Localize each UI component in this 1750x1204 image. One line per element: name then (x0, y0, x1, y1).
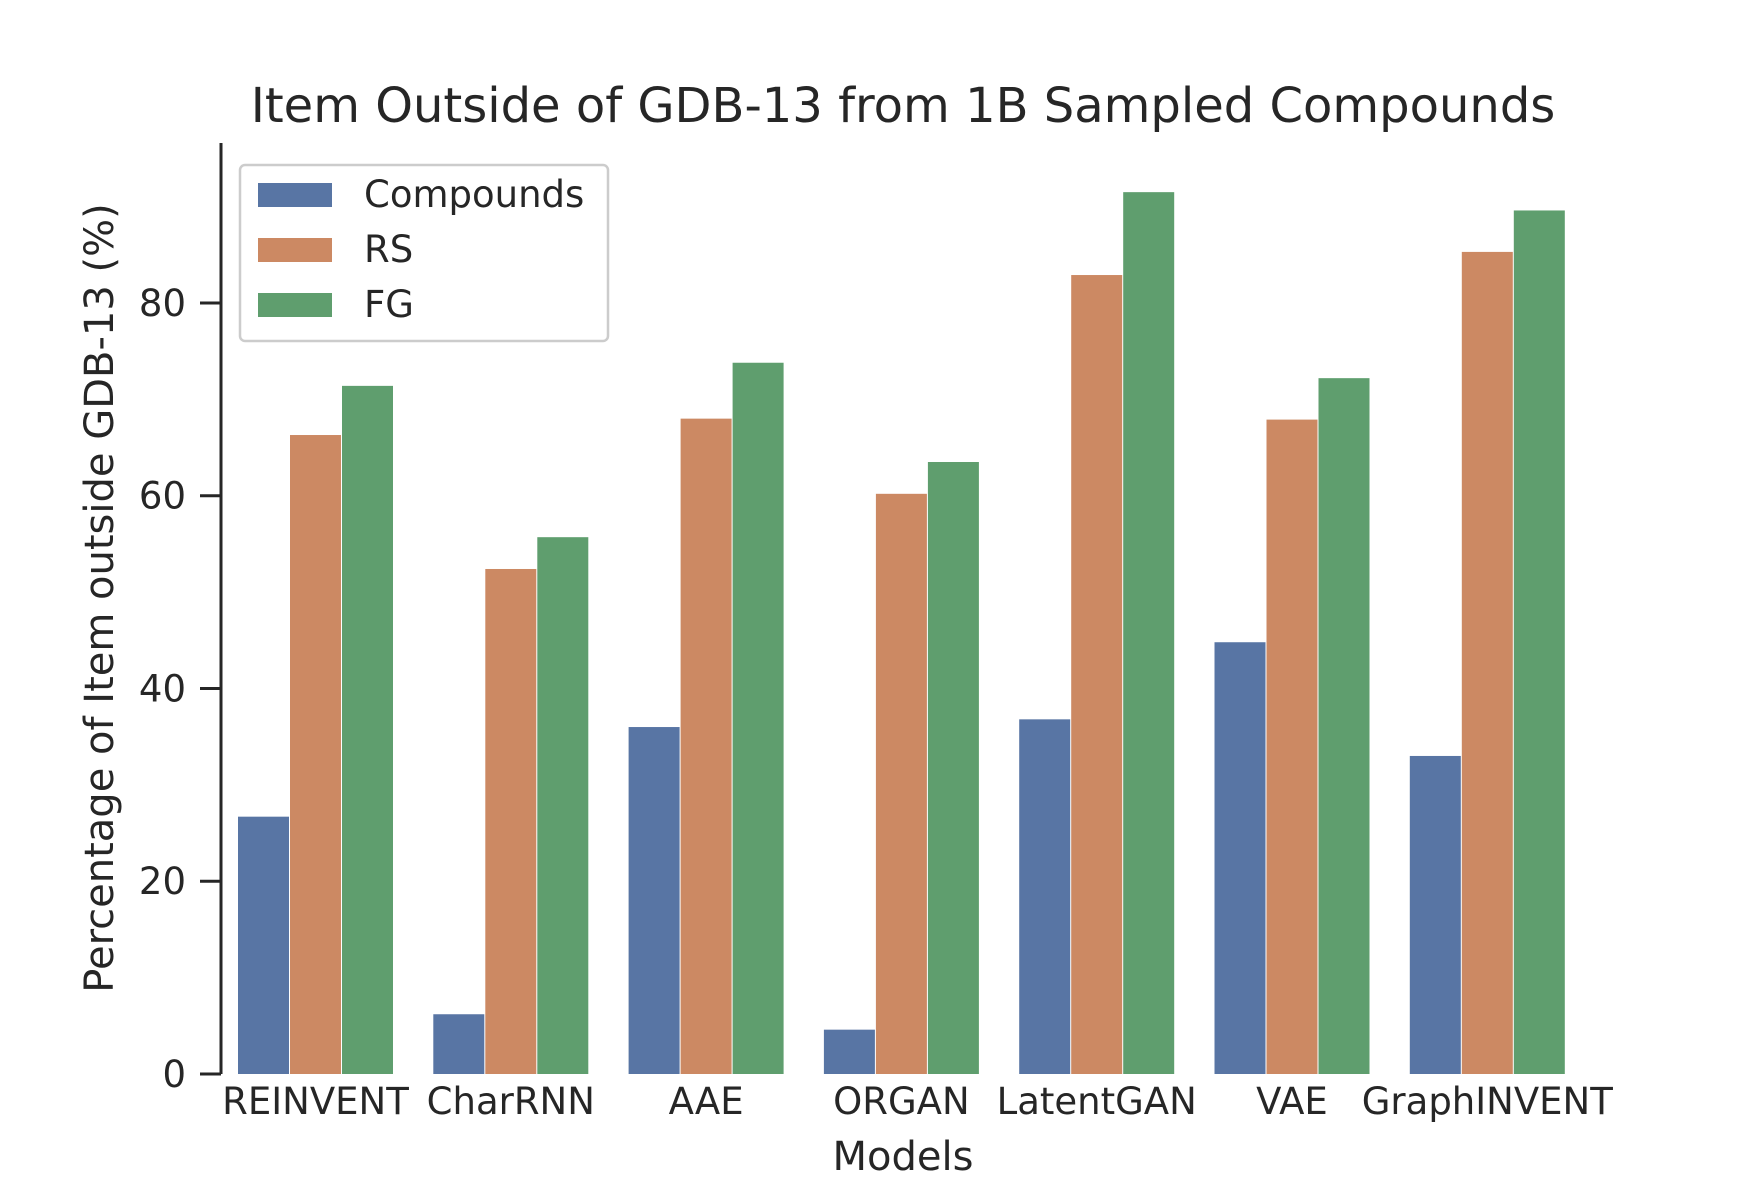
legend-label-compounds: Compounds (364, 173, 584, 216)
legend-label-fg: FG (364, 283, 414, 326)
bar-fg-reinvent (342, 385, 393, 1074)
bar-fg-latentgan (1123, 192, 1175, 1075)
bar-rs-vae (1266, 419, 1318, 1074)
bar-fg-charrnn (537, 537, 589, 1074)
x-tick-label: LatentGAN (997, 1080, 1197, 1123)
x-tick-label: AAE (669, 1080, 744, 1123)
bar-rs-reinvent (290, 435, 341, 1074)
x-ticks: REINVENT CharRNN AAE ORGAN LatentGAN VAE Graph… (222, 1080, 1613, 1123)
y-tick-label: 60 (139, 475, 186, 518)
legend-swatch-rs (258, 238, 332, 262)
legend-items: Compounds RS FG (258, 173, 584, 326)
bar-compounds-reinvent (238, 816, 289, 1074)
bar-fg-graphinvent (1513, 210, 1565, 1075)
bar-fg-aae (732, 362, 784, 1074)
y-tick-label: 40 (139, 667, 186, 710)
y-tick-label: 80 (139, 282, 186, 325)
bar-compounds-charrnn (433, 1014, 485, 1074)
legend-swatch-compounds (258, 183, 332, 207)
y-tick-label: 0 (162, 1053, 186, 1096)
legend-swatch-fg (258, 293, 332, 317)
bar-rs-organ (875, 493, 927, 1074)
bar-rs-latentgan (1071, 275, 1123, 1074)
bar-fg-vae (1318, 378, 1370, 1074)
legend: Compounds RS FG (238, 163, 610, 343)
y-axis-label: Percentage of Item outside GDB-13 (%) (77, 203, 123, 992)
bar-compounds-aae (628, 727, 680, 1074)
bar-compounds-organ (823, 1029, 875, 1074)
x-tick-label: VAE (1256, 1080, 1328, 1123)
x-tick-label: GraphINVENT (1362, 1080, 1613, 1123)
bar-compounds-vae (1214, 642, 1266, 1074)
legend-label-rs: RS (364, 228, 413, 271)
x-axis-label: Models (833, 1134, 974, 1180)
bar-rs-charrnn (485, 568, 537, 1074)
y-ticks: 0 20 40 60 80 (139, 282, 221, 1096)
bar-rs-aae (680, 418, 732, 1074)
chart-title: Item Outside of GDB-13 from 1B Sampled C… (251, 78, 1556, 134)
bar-rs-graphinvent (1461, 251, 1513, 1075)
bar-compounds-latentgan (1019, 719, 1071, 1074)
y-tick-label: 20 (139, 860, 186, 903)
bars-layer (238, 192, 1565, 1075)
x-tick-label: CharRNN (427, 1080, 595, 1123)
x-tick-label: ORGAN (833, 1080, 970, 1123)
bar-compounds-graphinvent (1409, 755, 1461, 1074)
x-tick-label: REINVENT (222, 1080, 409, 1123)
bar-fg-organ (927, 462, 979, 1075)
